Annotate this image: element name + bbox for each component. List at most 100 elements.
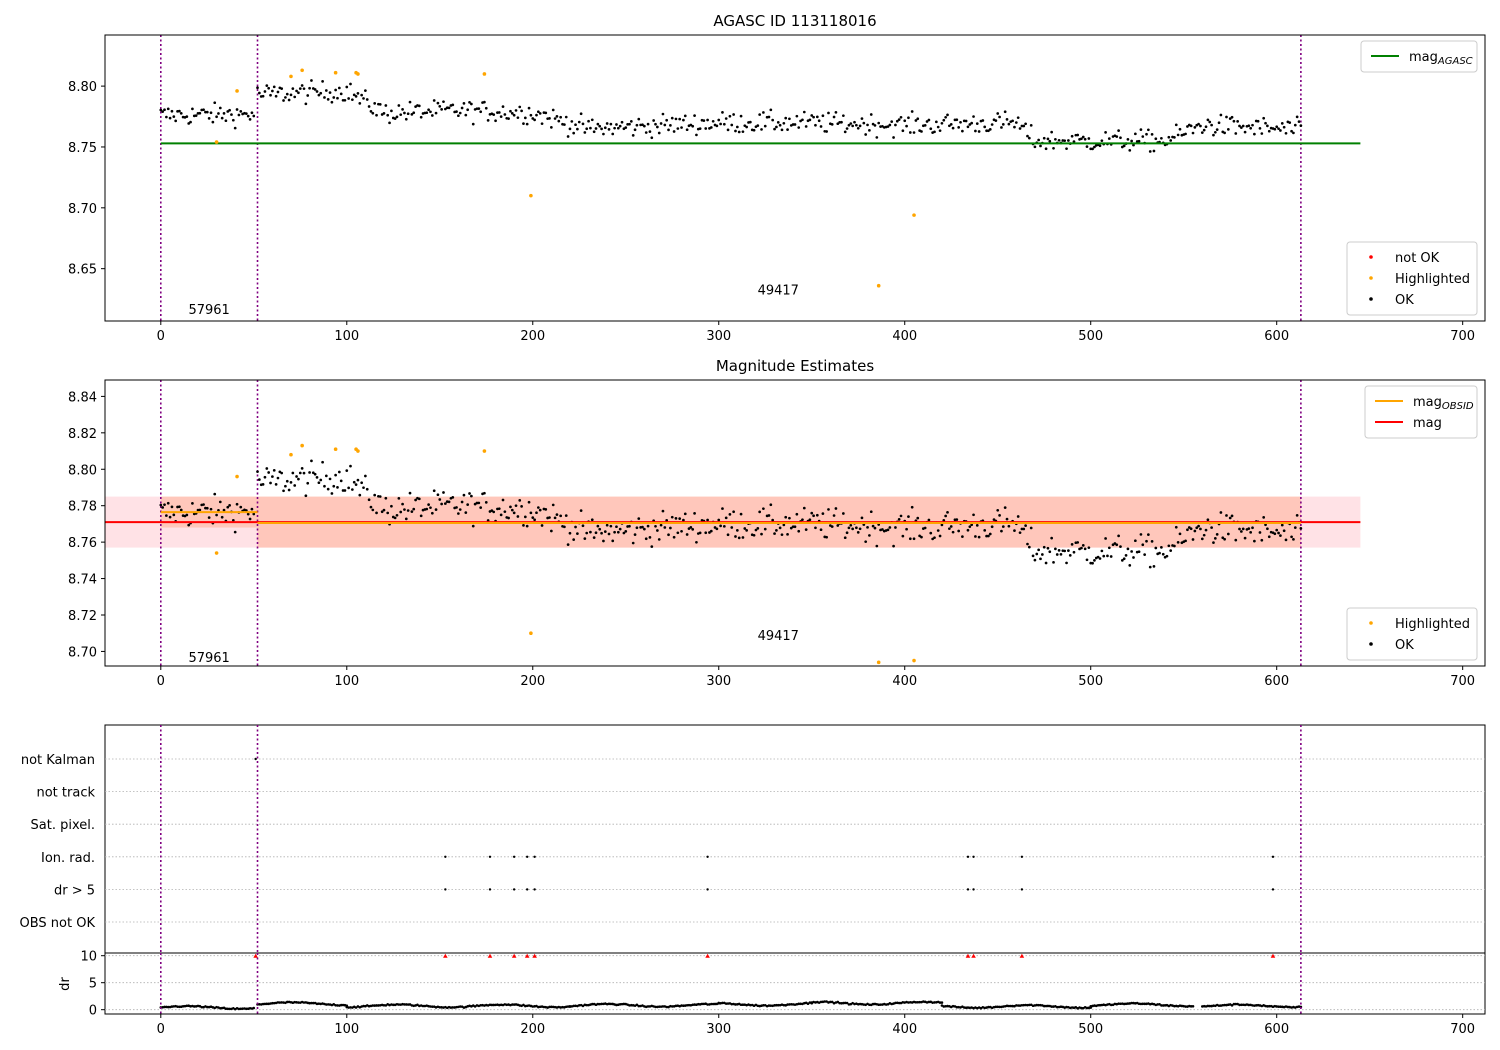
ok-point bbox=[276, 90, 280, 94]
ok-point bbox=[1199, 527, 1202, 531]
dr-point bbox=[749, 1003, 752, 1007]
ok-point bbox=[929, 531, 933, 535]
ok-point bbox=[745, 529, 748, 532]
dr-point bbox=[868, 1003, 871, 1007]
y-tick-label: 8.72 bbox=[68, 609, 97, 624]
ok-point bbox=[555, 115, 559, 118]
ok-point bbox=[1295, 513, 1299, 517]
dr-point bbox=[1232, 1002, 1236, 1006]
ok-point bbox=[1001, 123, 1005, 126]
ok-point bbox=[1037, 138, 1040, 142]
dr-point bbox=[897, 1001, 901, 1005]
ok-point bbox=[815, 513, 819, 517]
dr-point bbox=[685, 1003, 689, 1007]
dr-point bbox=[1279, 1005, 1282, 1009]
ok-point bbox=[951, 126, 955, 130]
ok-point bbox=[771, 118, 775, 122]
ok-point bbox=[722, 524, 726, 528]
ok-point bbox=[966, 125, 970, 129]
ok-point bbox=[1199, 124, 1202, 128]
ok-point bbox=[295, 89, 298, 93]
dr-point bbox=[176, 1005, 179, 1008]
x-tick-label: 700 bbox=[1450, 674, 1475, 689]
ok-point bbox=[1046, 546, 1050, 550]
ok-point bbox=[810, 114, 814, 117]
legend-marker-highlighted bbox=[1369, 621, 1373, 625]
ok-point bbox=[159, 108, 163, 112]
ok-point bbox=[444, 502, 447, 505]
ok-point bbox=[1165, 554, 1169, 558]
ok-point bbox=[566, 135, 570, 138]
ok-point bbox=[797, 529, 801, 533]
ok-point bbox=[827, 508, 830, 511]
ok-point bbox=[994, 119, 998, 122]
ok-point bbox=[1292, 537, 1295, 541]
ok-point bbox=[793, 123, 797, 126]
ok-point bbox=[231, 518, 235, 522]
ok-point bbox=[507, 516, 510, 520]
ok-point bbox=[1238, 124, 1241, 128]
ok-point bbox=[429, 110, 432, 114]
ok-point bbox=[1057, 138, 1061, 142]
dr-point bbox=[375, 1004, 378, 1007]
flag-point bbox=[1271, 888, 1275, 891]
ok-point bbox=[998, 514, 1001, 517]
ok-point bbox=[955, 518, 959, 521]
x-tick-label: 600 bbox=[1264, 1022, 1289, 1037]
dr-point bbox=[1141, 1002, 1145, 1006]
legend-marker-ok bbox=[1369, 642, 1373, 646]
dr-point bbox=[1240, 1003, 1243, 1007]
ok-point bbox=[555, 513, 559, 516]
ok-point bbox=[317, 93, 321, 97]
ok-point bbox=[531, 117, 535, 120]
ok-point bbox=[635, 526, 639, 530]
ok-point bbox=[1230, 115, 1234, 119]
dr-point bbox=[607, 1002, 611, 1006]
ok-point bbox=[211, 120, 215, 124]
dr-point bbox=[1020, 1003, 1024, 1007]
ok-point bbox=[611, 539, 615, 543]
ok-point bbox=[1072, 140, 1076, 143]
ok-point bbox=[373, 493, 377, 497]
ok-point bbox=[1003, 110, 1007, 114]
ok-point bbox=[849, 122, 853, 125]
ok-point bbox=[602, 539, 605, 543]
dr-point bbox=[1254, 1004, 1258, 1007]
ok-point bbox=[676, 127, 680, 130]
ok-point bbox=[598, 527, 602, 531]
ok-point bbox=[395, 513, 399, 517]
ok-point bbox=[594, 127, 598, 130]
dr-point bbox=[1037, 1003, 1040, 1007]
ok-point bbox=[302, 87, 306, 91]
ok-point bbox=[1213, 537, 1217, 540]
ok-point bbox=[804, 125, 808, 128]
ok-point bbox=[235, 108, 239, 111]
ok-point bbox=[1104, 130, 1107, 134]
ok-point bbox=[851, 124, 855, 128]
ok-point bbox=[654, 524, 657, 528]
ok-point bbox=[732, 113, 735, 116]
ok-point bbox=[574, 123, 577, 127]
ok-point bbox=[501, 498, 505, 502]
dr-point bbox=[1035, 1003, 1039, 1007]
highlighted-point bbox=[300, 68, 304, 73]
ok-point bbox=[643, 124, 646, 128]
dr-point bbox=[1022, 1003, 1026, 1007]
dr-point bbox=[1016, 1004, 1020, 1007]
ok-point bbox=[522, 122, 525, 125]
flag-point bbox=[444, 855, 447, 858]
ok-point bbox=[464, 511, 468, 514]
ok-point bbox=[669, 526, 672, 530]
flags-panel: not Kalman not track Sat. pixel. Ion. rad. d… bbox=[20, 724, 1486, 954]
ok-point bbox=[1000, 529, 1003, 533]
ok-point bbox=[187, 122, 191, 125]
ok-point bbox=[905, 527, 908, 531]
ok-point bbox=[711, 119, 715, 123]
ok-point bbox=[1191, 538, 1195, 541]
ok-point bbox=[1091, 147, 1094, 151]
ok-point bbox=[782, 121, 786, 125]
ok-point bbox=[693, 114, 696, 117]
ok-point bbox=[1273, 532, 1277, 536]
dr-point bbox=[1046, 1004, 1050, 1008]
dr-y-tick-label: 0 bbox=[89, 1004, 97, 1019]
